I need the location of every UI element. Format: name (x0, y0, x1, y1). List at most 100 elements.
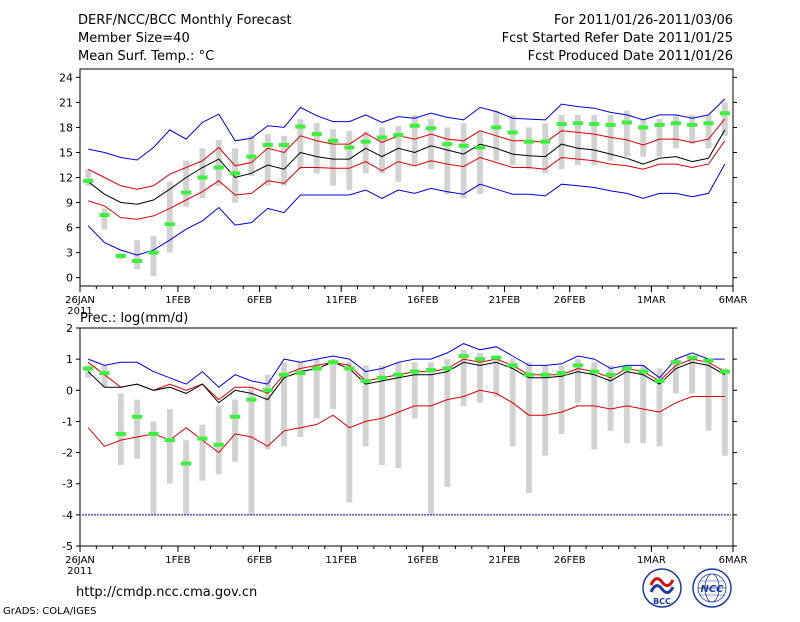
temp-box-16 (330, 129, 336, 186)
temp-box-10 (232, 148, 239, 203)
temp-ytick-label: 12 (59, 172, 73, 185)
temp-median-2 (99, 213, 110, 218)
prec-box-26 (493, 356, 500, 397)
prec-median-40 (719, 369, 730, 374)
temp-box-18 (362, 131, 369, 174)
temp-median-25 (474, 145, 486, 150)
prec-box-9 (215, 405, 222, 475)
temp-median-33 (605, 122, 616, 127)
temp-box-39 (705, 114, 712, 149)
prec-median-38 (687, 355, 698, 360)
prec-box-25 (477, 352, 483, 403)
temp-std-minus-line (88, 140, 726, 220)
prec-xtick-label: 6MAR (719, 555, 748, 566)
temp-median-37 (670, 121, 681, 126)
prec-median-30 (556, 371, 567, 376)
temp-box-14 (297, 119, 304, 170)
temp-median-1 (83, 178, 94, 183)
refer-date: Fcst Started Refer Date 2011/01/25 (502, 31, 733, 46)
prec-median-36 (654, 378, 665, 383)
prec-xtick-label: 16FEB (407, 555, 439, 566)
temp-median-35 (638, 125, 649, 130)
prec-ytick-label: 1 (66, 353, 73, 366)
temp-median-28 (523, 139, 534, 144)
temp-median-22 (425, 126, 437, 131)
temp-ytick-label: 6 (66, 222, 73, 235)
bcc-logo-text: BCC (653, 597, 671, 606)
prec-xtick-label: 1FEB (165, 555, 190, 566)
temp-box-21 (411, 114, 418, 165)
prec-year-label: 2011 (67, 566, 92, 577)
prec-box-21 (411, 362, 418, 419)
temp-xtick-label: 21FEB (489, 295, 521, 306)
temp-box-34 (623, 110, 630, 157)
temp-xtick-label: 1MAR (637, 295, 666, 306)
temp-box-8 (199, 148, 206, 199)
prec-median-32 (589, 369, 600, 374)
prec-ytick-label: 2 (66, 322, 73, 335)
prec-std-plus-line (87, 358, 726, 401)
temp-median-11 (246, 154, 257, 159)
prec-median-2 (99, 371, 110, 376)
prec-median-28 (523, 372, 534, 377)
prec-box-39 (705, 359, 712, 431)
temp-box-9 (215, 139, 222, 186)
prec-max-line (88, 343, 725, 388)
temp-median-40 (719, 111, 730, 116)
forecast-period: For 2011/01/26-2011/03/06 (554, 13, 733, 28)
prec-median-37 (670, 360, 681, 365)
prec-box-28 (525, 362, 532, 494)
temp-xtick-label: 26FEB (554, 295, 586, 306)
temp-year-label: 2011 (67, 306, 92, 317)
temp-median-24 (458, 143, 469, 148)
temp-box-38 (689, 114, 696, 145)
temp-ytick-label: 0 (66, 272, 73, 285)
prec-box-30 (558, 365, 565, 434)
prec-box-7 (183, 440, 190, 515)
prec-box-5 (150, 421, 157, 515)
prec-box-37 (672, 359, 679, 394)
prec-box-33 (607, 365, 614, 431)
prec-xtick-label: 26FEB (554, 555, 586, 566)
temp-max-line (88, 98, 726, 161)
prec-median-7 (181, 461, 192, 466)
prec-ytick-label: -2 (62, 447, 73, 460)
temp-median-27 (507, 130, 518, 135)
prec-ytick-label: -5 (62, 540, 73, 553)
prec-box-23 (444, 359, 451, 487)
temp-box-36 (656, 119, 663, 157)
prec-median-3 (115, 431, 126, 436)
temp-ytick-label: 15 (59, 146, 73, 159)
prec-median-13 (279, 372, 290, 377)
prec-xtick-label: 6FEB (247, 555, 272, 566)
bcc-logo-icon: BCC (642, 568, 682, 608)
temp-median-34 (621, 120, 632, 125)
prec-box-17 (346, 362, 353, 503)
prec-median-24 (458, 354, 469, 359)
prec-box-31 (574, 359, 581, 403)
footer-url[interactable]: http://cmdp.ncc.cma.gov.cn (76, 585, 257, 600)
prec-box-34 (623, 365, 630, 444)
temp-median-15 (311, 132, 322, 137)
prec-ytick-label: -3 (62, 478, 73, 491)
prec-median-25 (474, 357, 486, 362)
temp-median-26 (491, 125, 502, 130)
prec-box-3 (117, 393, 124, 466)
temp-xtick-label: 1FEB (165, 295, 190, 306)
prec-median-33 (605, 372, 616, 377)
prec-median-35 (638, 369, 649, 374)
prec-box-24 (460, 349, 467, 406)
prec-box-2 (101, 365, 108, 388)
prec-std-minus-line (87, 389, 725, 454)
temp-box-29 (542, 123, 549, 174)
prec-box-40 (721, 368, 728, 456)
prec-median-9 (213, 442, 224, 447)
temp-median-30 (556, 122, 567, 127)
grads-credit: GrADS: COLA/IGES (3, 606, 97, 617)
temp-box-40 (721, 102, 728, 136)
prec-median-39 (703, 358, 714, 363)
prec-median-23 (442, 366, 453, 371)
prec-box-29 (542, 365, 549, 456)
temp-median-18 (360, 139, 371, 144)
